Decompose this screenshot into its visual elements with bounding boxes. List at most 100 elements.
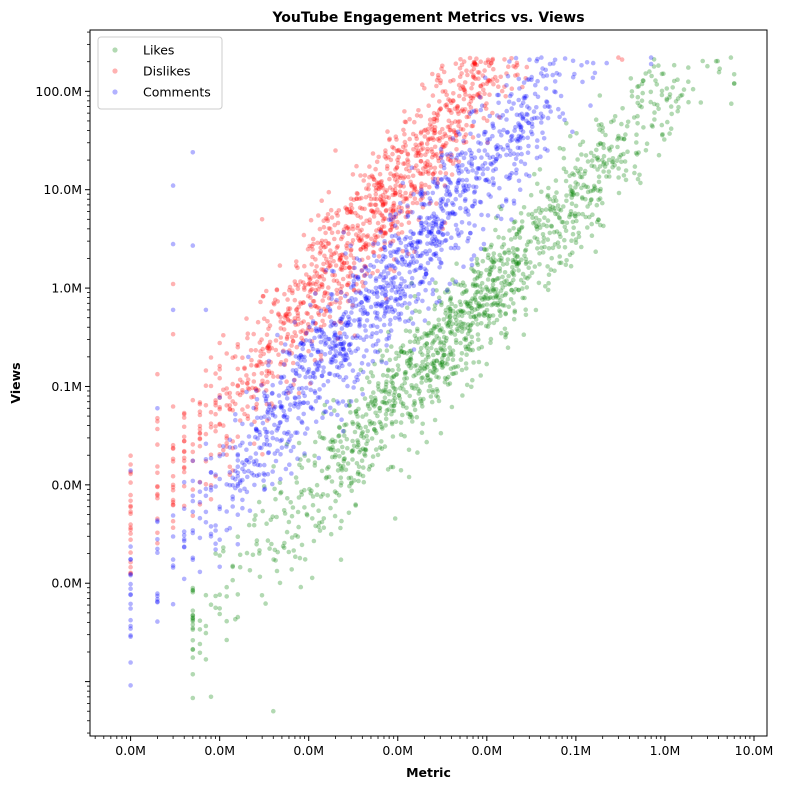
data-point	[307, 324, 312, 330]
data-point	[636, 83, 641, 89]
data-point	[417, 388, 422, 394]
data-point	[409, 281, 414, 286]
data-point	[509, 137, 515, 143]
data-point	[190, 557, 196, 562]
data-point	[477, 273, 483, 279]
data-point	[355, 236, 361, 241]
data-point	[197, 489, 203, 495]
data-point	[301, 338, 306, 344]
data-point	[316, 430, 322, 435]
data-point	[375, 268, 380, 274]
data-point	[340, 444, 345, 450]
data-point	[444, 376, 450, 382]
data-point	[518, 211, 524, 216]
data-point	[376, 180, 382, 186]
data-point	[435, 72, 441, 78]
data-point	[309, 575, 315, 581]
data-point	[370, 373, 376, 379]
data-point	[506, 250, 512, 256]
data-point	[466, 346, 471, 352]
data-point	[487, 113, 493, 119]
data-point	[491, 277, 496, 283]
data-point	[265, 319, 270, 324]
data-point	[263, 388, 269, 393]
data-point	[430, 287, 436, 293]
data-point	[336, 433, 341, 439]
data-point	[423, 287, 428, 293]
data-point	[648, 99, 653, 105]
data-point	[427, 383, 433, 389]
data-point	[277, 263, 283, 268]
data-point	[509, 56, 514, 61]
data-point	[301, 411, 307, 417]
data-point	[128, 469, 133, 475]
data-point	[528, 192, 534, 198]
data-point	[419, 184, 424, 189]
data-point	[463, 92, 468, 97]
data-point	[601, 169, 606, 174]
data-point	[406, 251, 411, 257]
data-point	[473, 282, 479, 288]
data-point	[296, 495, 302, 500]
data-point	[381, 201, 386, 206]
data-point	[296, 282, 301, 288]
data-point	[623, 168, 629, 173]
data-point	[686, 79, 691, 84]
data-point	[678, 93, 683, 99]
data-point	[368, 370, 374, 375]
data-point	[455, 282, 461, 287]
data-point	[281, 348, 286, 354]
data-point	[705, 63, 710, 69]
data-point	[435, 137, 441, 142]
data-point	[302, 557, 308, 562]
data-point	[434, 368, 439, 373]
data-point	[407, 393, 413, 399]
data-point	[388, 157, 394, 163]
data-point	[197, 436, 203, 441]
data-point	[244, 489, 250, 495]
data-point	[490, 176, 496, 181]
data-point	[259, 383, 264, 388]
data-point	[311, 241, 316, 247]
data-point	[445, 124, 451, 130]
data-point	[379, 424, 384, 430]
data-point	[317, 520, 322, 526]
data-point	[284, 311, 289, 317]
data-point	[325, 379, 331, 384]
data-point	[319, 373, 325, 379]
data-point	[472, 61, 478, 66]
data-point	[392, 187, 398, 192]
data-point	[329, 479, 335, 484]
data-point	[364, 186, 369, 191]
data-point	[432, 176, 438, 182]
data-point	[329, 301, 334, 307]
data-point	[498, 74, 504, 80]
data-point	[597, 127, 602, 133]
data-point	[491, 125, 496, 131]
data-point	[389, 411, 394, 417]
data-point	[478, 373, 484, 378]
data-point	[659, 71, 665, 77]
data-point	[295, 265, 300, 271]
data-point	[463, 346, 469, 352]
data-point	[484, 101, 489, 106]
data-point	[447, 136, 453, 142]
data-point	[426, 137, 431, 143]
data-point	[264, 437, 270, 443]
data-point	[349, 481, 354, 486]
data-point	[332, 408, 337, 413]
data-point	[458, 340, 463, 346]
data-point	[432, 127, 437, 133]
data-point	[579, 185, 584, 191]
data-point	[252, 419, 257, 425]
data-point	[345, 210, 350, 216]
data-point	[330, 437, 335, 443]
data-point	[493, 215, 499, 221]
data-point	[221, 452, 226, 457]
data-point	[470, 281, 476, 287]
data-point	[271, 708, 276, 714]
data-point	[379, 212, 384, 218]
data-point	[510, 271, 516, 277]
data-point	[459, 108, 464, 114]
data-point	[401, 161, 406, 166]
